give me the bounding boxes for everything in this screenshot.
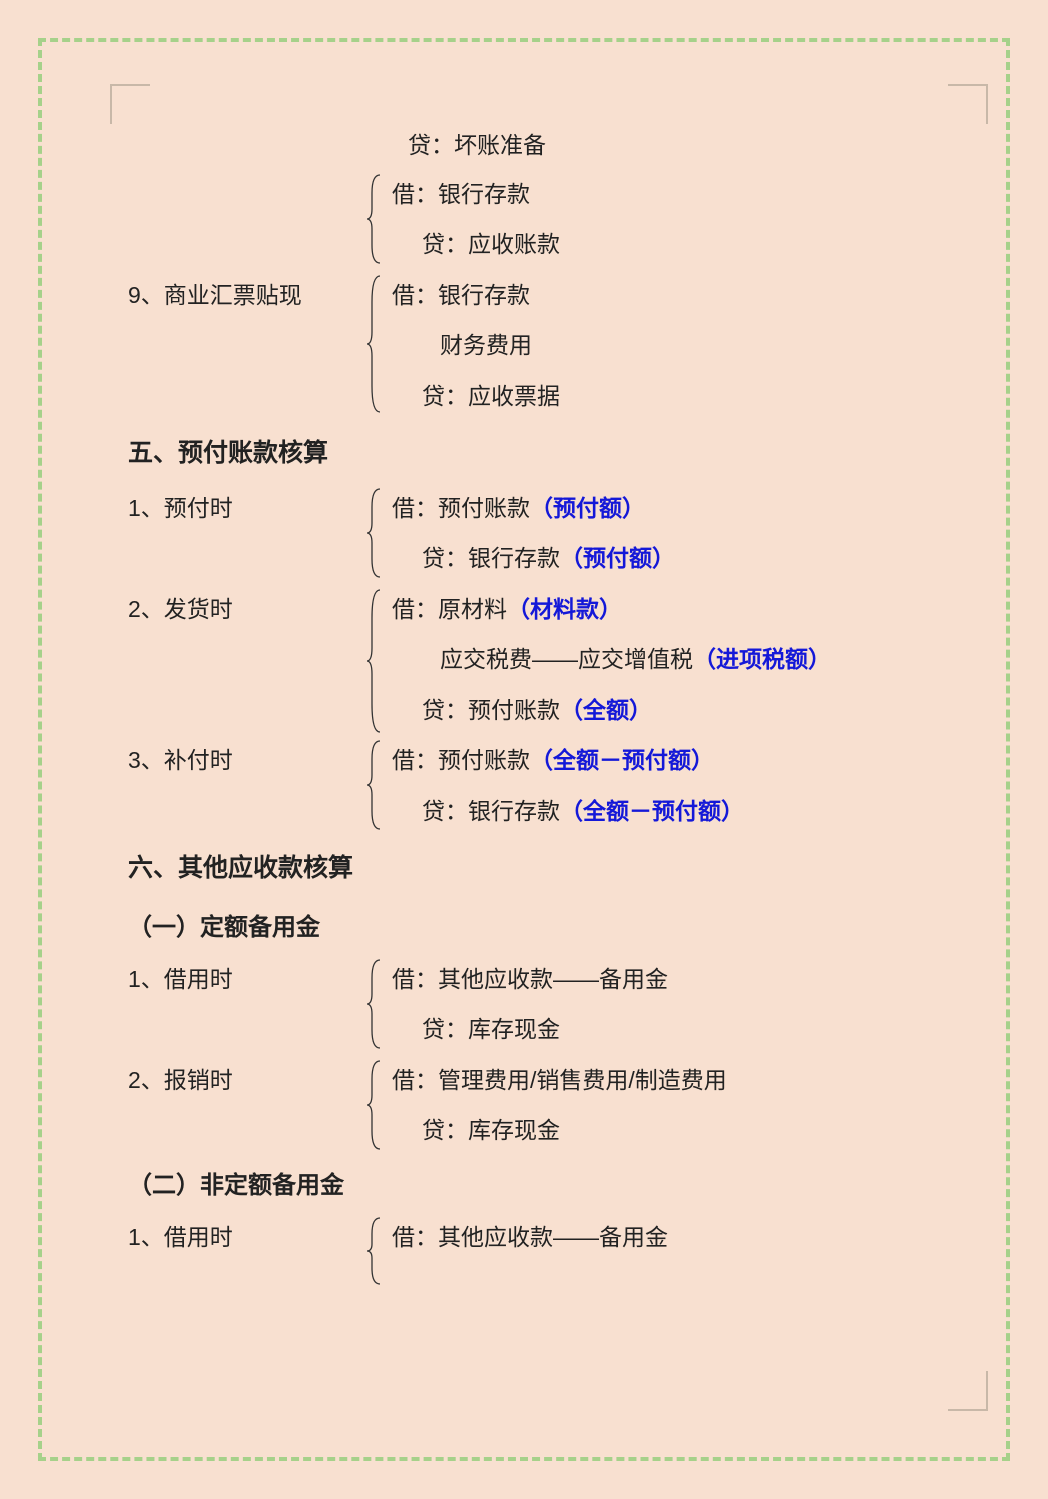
highlight-text: （进项税额） <box>693 646 831 672</box>
item-row: 1、预付时 借：预付账款（预付额） 贷：银行存款（预付额） <box>128 483 988 584</box>
section-heading: 五、预付账款核算 <box>128 421 988 483</box>
corner-mark-tl <box>110 84 150 124</box>
entry-debit: 借：管理费用/销售费用/制造费用 <box>392 1055 988 1106</box>
entry-block: 借：银行存款 贷：应收账款 <box>128 169 988 270</box>
item-label: 1、预付时 <box>128 483 366 526</box>
highlight-text: （全额－预付额） <box>560 798 744 824</box>
section-subheading: （二）非定额备用金 <box>128 1156 988 1212</box>
highlight-text: （全额） <box>560 697 652 723</box>
item-row: 2、报销时 借：管理费用/销售费用/制造费用 贷：库存现金 <box>128 1055 988 1156</box>
entry-credit: 贷：应收账款 <box>392 219 988 270</box>
item-label: 9、商业汇票贴现 <box>128 270 366 313</box>
brace-icon <box>366 274 384 414</box>
item-row: 3、补付时 借：预付账款（全额－预付额） 贷：银行存款（全额－预付额） <box>128 735 988 836</box>
entry-credit: 贷：应收票据 <box>392 371 988 422</box>
brace-icon <box>366 588 384 734</box>
highlight-text: （全额－预付额） <box>530 747 714 773</box>
entry-debit: 借：预付账款（预付额） <box>392 483 988 534</box>
item-row: 1、借用时 借：其他应收款——备用金 贷：库存现金 <box>128 954 988 1055</box>
entry-credit: 贷：预付账款（全额） <box>392 685 988 736</box>
document-content: 贷：坏账准备 借：银行存款 贷：应收账款 9、商业汇票贴现 借：银行存款 财务费… <box>128 120 988 1262</box>
item-row: 9、商业汇票贴现 借：银行存款 财务费用 贷：应收票据 <box>128 270 988 422</box>
entry-debit: 借：预付账款（全额－预付额） <box>392 735 988 786</box>
entry-credit: 贷：坏账准备 <box>128 120 988 169</box>
entry-credit: 贷：银行存款（预付额） <box>392 533 988 584</box>
brace-icon <box>366 487 384 579</box>
entry-debit: 借：银行存款 <box>392 270 988 321</box>
brace-icon <box>366 739 384 831</box>
corner-mark-br <box>948 1371 988 1411</box>
brace-icon <box>366 1216 384 1286</box>
entry-sub: 财务费用 <box>392 320 988 371</box>
corner-mark-tr <box>948 84 988 124</box>
item-label: 2、报销时 <box>128 1055 366 1098</box>
item-label: 1、借用时 <box>128 954 366 997</box>
section-heading: 六、其他应收款核算 <box>128 836 988 898</box>
entry-credit: 贷：银行存款（全额－预付额） <box>392 786 988 837</box>
highlight-text: （预付额） <box>530 495 645 521</box>
entry-debit: 借：原材料（材料款） <box>392 584 988 635</box>
entry-debit: 借：其他应收款——备用金 <box>392 954 988 1005</box>
section-subheading: （一）定额备用金 <box>128 898 988 954</box>
item-label: 1、借用时 <box>128 1212 366 1255</box>
brace-icon <box>366 1059 384 1151</box>
entry-credit: 贷：库存现金 <box>392 1105 988 1156</box>
item-label: 2、发货时 <box>128 584 366 627</box>
highlight-text: （预付额） <box>560 545 675 571</box>
entry-debit: 借：银行存款 <box>392 169 988 220</box>
item-row: 1、借用时 借：其他应收款——备用金 <box>128 1212 988 1263</box>
highlight-text: （材料款） <box>507 596 622 622</box>
entry-debit: 借：其他应收款——备用金 <box>392 1212 988 1263</box>
entry-sub: 应交税费——应交增值税（进项税额） <box>392 634 988 685</box>
brace-icon <box>366 958 384 1050</box>
entry-credit: 贷：库存现金 <box>392 1004 988 1055</box>
brace-icon <box>366 173 384 265</box>
item-row: 2、发货时 借：原材料（材料款） 应交税费——应交增值税（进项税额） 贷：预付账… <box>128 584 988 736</box>
item-label: 3、补付时 <box>128 735 366 778</box>
